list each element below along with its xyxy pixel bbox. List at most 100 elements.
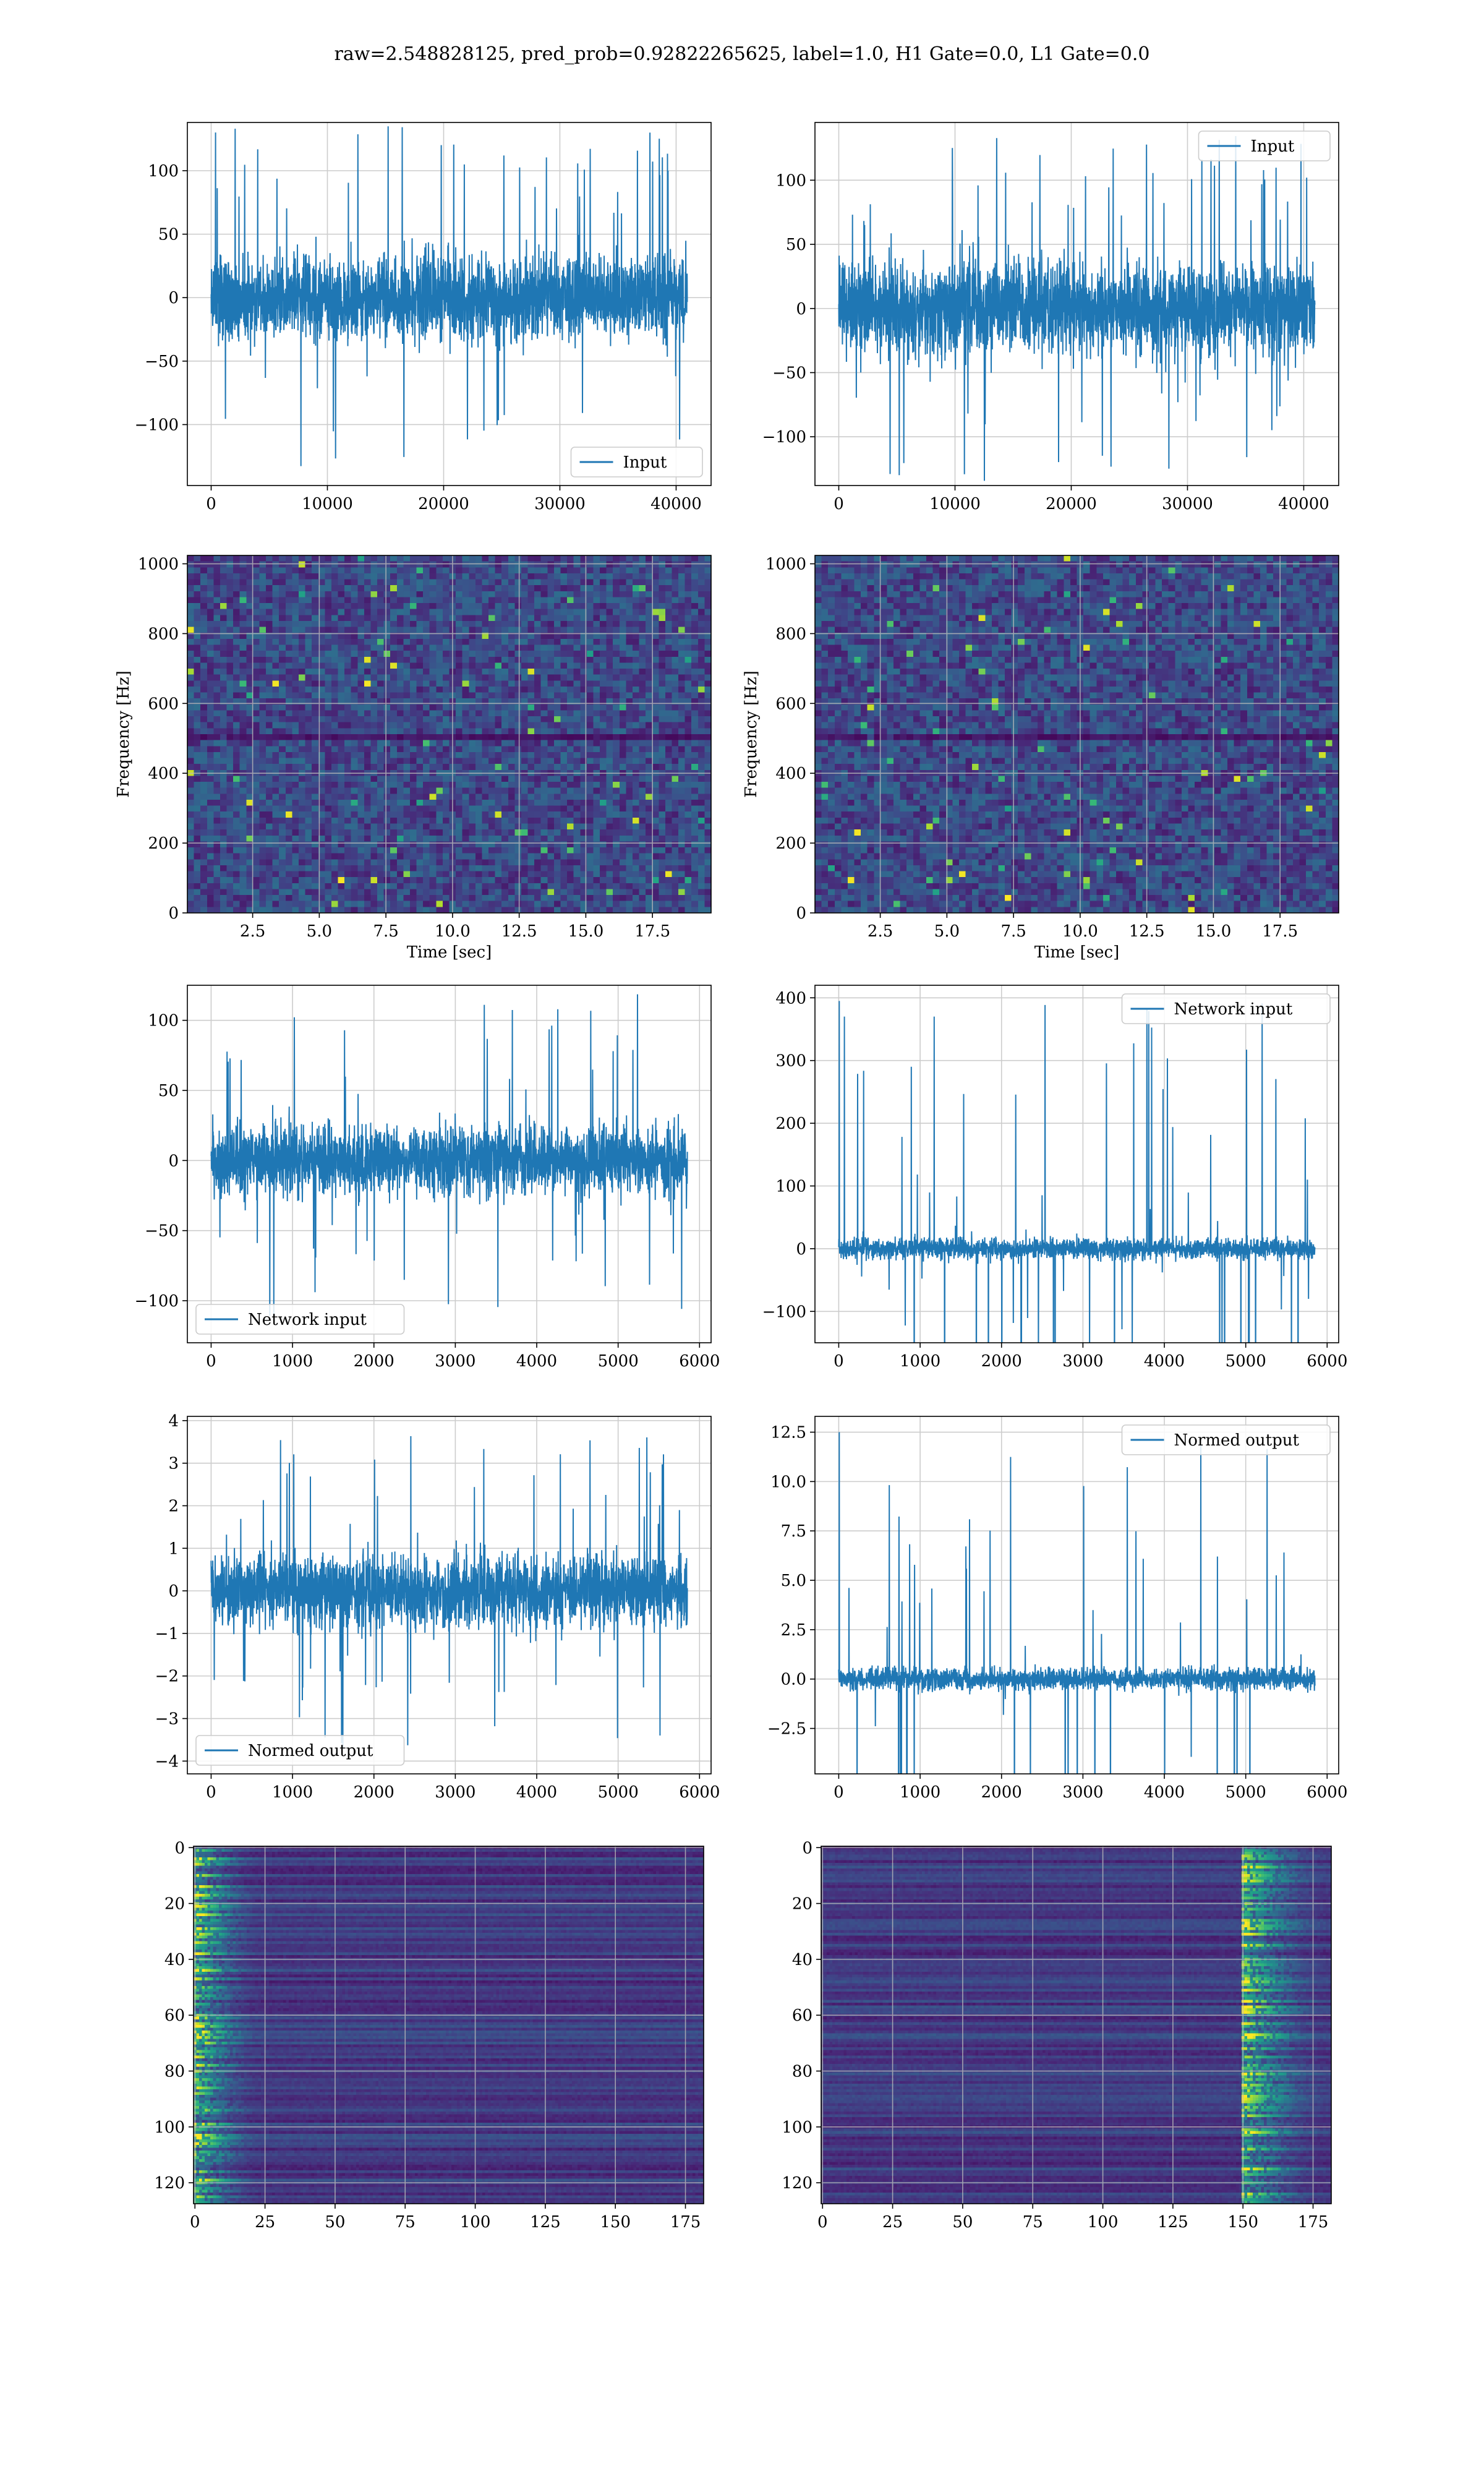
plot-area xyxy=(814,555,1339,914)
x-tick-label: 4000 xyxy=(516,1352,557,1371)
y-tick-label: 7.5 xyxy=(781,1522,806,1541)
spectrogram-left: 2.5 5.0 7.5 10.0 12.5 15.0 17.5 0 200 400 600 800 10… xyxy=(114,555,712,962)
y-tick-label: 0 xyxy=(168,1582,179,1601)
x-tick-label: 20000 xyxy=(418,495,469,513)
grid xyxy=(187,555,711,914)
x-tick-label: 6000 xyxy=(679,1783,720,1802)
y-tick-label: 80 xyxy=(792,2063,812,2081)
x-tick-label: 10.0 xyxy=(435,922,471,941)
x-tick-label: 100 xyxy=(460,2213,491,2232)
x-tick-label: 2.5 xyxy=(240,922,265,941)
plot-content xyxy=(815,555,1339,913)
x-tick-label: 17.5 xyxy=(1262,922,1298,941)
plot-area xyxy=(187,555,712,914)
y-tick-label: 1 xyxy=(168,1539,179,1558)
plot-area xyxy=(187,985,712,1343)
y-tick-label: 600 xyxy=(775,695,806,713)
y-tick-label: 0 xyxy=(796,300,806,319)
axes-frame xyxy=(814,122,1339,486)
y-tick-label: 0 xyxy=(802,1839,812,1857)
y-tick-label: 1000 xyxy=(138,555,179,574)
x-tick-label: 150 xyxy=(600,2213,631,2232)
legend-label: Input xyxy=(623,453,667,472)
x-tick-label: 0 xyxy=(834,1783,844,1802)
x-tick-label: 0 xyxy=(206,495,216,513)
grid xyxy=(821,1846,1331,2204)
y-tick-label: −100 xyxy=(135,1292,179,1311)
y-tick-label: 0 xyxy=(796,904,806,923)
y-tick-label: 100 xyxy=(154,2118,185,2137)
x-tick-label: 40000 xyxy=(1278,495,1329,513)
y-tick-label: 120 xyxy=(782,2174,812,2193)
axes-frame xyxy=(814,555,1339,914)
x-tick-label: 2000 xyxy=(981,1783,1022,1802)
x-tick-label: 1000 xyxy=(900,1352,940,1371)
legend: Normed output xyxy=(1121,1424,1331,1455)
y-tick-label: 20 xyxy=(792,1895,812,1914)
normed-output-right: 0 1000 2000 3000 4000 5000 6000 −2.5 0.0 2.5 5.0 7.… xyxy=(767,1416,1347,1802)
y-tick-label: −2.5 xyxy=(767,1720,806,1739)
feature-map-left: 0 25 50 75 100 125 150 175 0 20 40 60 80 100 120 xyxy=(154,1839,704,2232)
x-tick-label: 5.0 xyxy=(307,922,332,941)
x-tick-label: 50 xyxy=(325,2213,345,2232)
y-tick-label: −100 xyxy=(762,1303,806,1321)
series-line xyxy=(838,135,1316,481)
plot-area xyxy=(193,1846,704,2204)
y-tick-label: 5.0 xyxy=(781,1572,806,1590)
axes-frame xyxy=(814,1416,1339,1774)
y-tick-label: −3 xyxy=(155,1710,179,1729)
x-tick-label: 12.5 xyxy=(1129,922,1165,941)
x-tick-label: 2000 xyxy=(354,1783,394,1802)
x-tick-label: 0 xyxy=(817,2213,828,2232)
y-tick-label: 80 xyxy=(164,2063,185,2081)
y-tick-label: 10.0 xyxy=(770,1473,806,1491)
heatmap-cells xyxy=(815,555,1339,913)
x-tick-label: 6000 xyxy=(679,1352,720,1371)
axes-frame xyxy=(187,122,712,486)
legend-label: Input xyxy=(1251,137,1295,156)
y-tick-label: 4 xyxy=(168,1412,179,1431)
y-tick-label: 50 xyxy=(786,236,806,254)
x-tick-label: 175 xyxy=(670,2213,701,2232)
series-line xyxy=(210,994,688,1317)
plot-content xyxy=(210,994,688,1317)
axes-frame xyxy=(187,985,712,1343)
x-tick-label: 0 xyxy=(190,2213,200,2232)
plot-content xyxy=(838,1432,1316,1774)
x-tick-label: 2000 xyxy=(354,1352,394,1371)
y-tick-label: 1000 xyxy=(765,555,806,574)
y-tick-label: 400 xyxy=(148,764,179,783)
y-tick-label: 20 xyxy=(164,1895,185,1914)
x-tick-label: 5000 xyxy=(598,1352,639,1371)
axes-frame xyxy=(821,1846,1332,2204)
x-tick-label: 40000 xyxy=(650,495,702,513)
y-tick-label: 0 xyxy=(796,1240,806,1259)
x-tick-label: 1000 xyxy=(272,1352,313,1371)
y-tick-label: 100 xyxy=(775,1177,806,1196)
y-tick-label: 0.0 xyxy=(781,1671,806,1689)
legend: Input xyxy=(1198,131,1331,161)
y-tick-label: 0 xyxy=(168,904,179,923)
plot-area xyxy=(821,1846,1332,2204)
x-tick-label: 15.0 xyxy=(568,922,603,941)
spectrogram-right: 2.5 5.0 7.5 10.0 12.5 15.0 17.5 0 200 400 600 800 10… xyxy=(742,555,1339,962)
plot-content xyxy=(838,135,1316,481)
y-tick-label: 600 xyxy=(148,695,179,713)
plot-area xyxy=(814,1416,1339,1774)
x-tick-label: 30000 xyxy=(1162,495,1213,513)
y-tick-label: 2.5 xyxy=(781,1621,806,1640)
axes-frame xyxy=(187,555,712,914)
y-tick-label: 0 xyxy=(168,289,179,307)
y-tick-label: 0 xyxy=(174,1839,185,1857)
legend: Network input xyxy=(195,1304,405,1335)
y-tick-label: 300 xyxy=(775,1052,806,1071)
heatmap-cells xyxy=(187,555,711,913)
y-tick-label: 50 xyxy=(158,1082,179,1100)
y-tick-label: 60 xyxy=(164,2006,185,2025)
legend-label: Normed output xyxy=(248,1742,373,1760)
x-tick-label: 25 xyxy=(882,2213,903,2232)
x-tick-label: 4000 xyxy=(1144,1783,1185,1802)
y-tick-label: 12.5 xyxy=(770,1424,806,1442)
series-line xyxy=(210,126,688,466)
x-tick-label: 75 xyxy=(1023,2213,1043,2232)
